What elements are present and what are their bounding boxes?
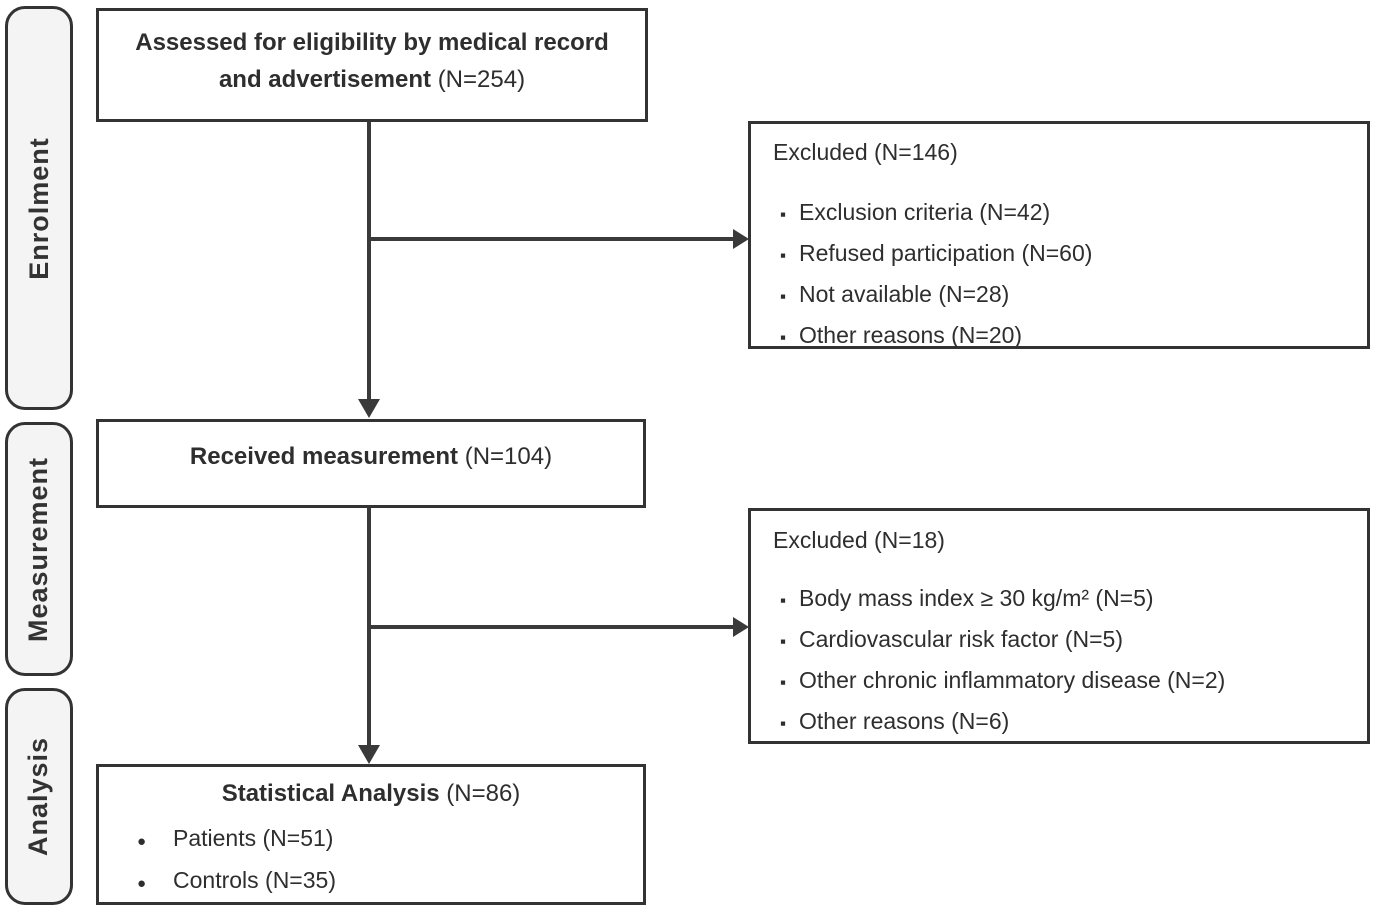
stage-label-measurement: Measurement [23,456,54,642]
arrow-to-excluded-measurement-line [369,625,734,629]
assessed-title-count: (N=254) [437,66,526,93]
bullet-dot-icon: ● [137,833,147,850]
assessed-title-bold: Assessed for eligibility by medical reco… [135,29,609,93]
bullet-square-icon: ▪ [780,205,787,224]
bullet-square-icon: ▪ [780,328,787,347]
list-item-label: Exclusion criteria (N=42) [799,199,1051,225]
list-item: ▪ Other reasons (N=6) [780,702,1347,743]
excluded-measurement-list: ▪ Body mass index ≥ 30 kg/m² (N=5) ▪ Cardi… [773,579,1347,743]
list-item: ● Patients (N=51) [137,819,643,861]
list-item-label: Other chronic inflammatory disease (N=2) [799,667,1226,693]
stage-tab-analysis: Analysis [5,688,73,905]
list-item-label: Patients (N=51) [173,825,334,851]
list-item-label: Cardiovascular risk factor (N=5) [799,626,1124,652]
arrow-to-excluded-enrolment-line [369,237,734,241]
stage-label-analysis: Analysis [23,736,54,857]
received-measurement-box: Received measurement (N=104) [96,419,646,508]
assessed-box-title: Assessed for eligibility by medical reco… [129,24,615,98]
list-item-label: Other reasons (N=20) [799,322,1023,348]
analysis-groups-list: ● Patients (N=51) ● Controls (N=35) [99,819,643,903]
arrow-down-head-icon [358,399,380,418]
excluded-enrolment-box: Excluded (N=146) ▪ Exclusion criteria (N=… [748,121,1370,349]
list-item: ▪ Refused participation (N=60) [780,234,1347,275]
list-item: ▪ Other chronic inflammatory disease (N=2… [780,661,1347,702]
analysis-box-title: Statistical Analysis (N=86) [99,775,643,812]
list-item-label: Controls (N=35) [173,867,336,893]
bullet-dot-icon: ● [137,875,147,892]
analysis-title-bold: Statistical Analysis [221,780,440,807]
arrow-assessed-to-received-line [367,122,371,399]
list-item-label: Body mass index ≥ 30 kg/m² (N=5) [799,585,1154,611]
list-item-label: Other reasons (N=6) [799,708,1010,734]
excluded-measurement-header: Excluded (N=18) [773,527,945,553]
bullet-square-icon: ▪ [780,246,787,265]
list-item: ▪ Other reasons (N=20) [780,316,1347,357]
list-item-label: Not available (N=28) [799,281,1010,307]
list-item: ▪ Exclusion criteria (N=42) [780,193,1347,234]
list-item-label: Refused participation (N=60) [799,240,1093,266]
arrow-right-head-icon [733,617,749,637]
bullet-square-icon: ▪ [780,632,787,651]
assessed-eligibility-box: Assessed for eligibility by medical reco… [96,8,648,122]
statistical-analysis-box: Statistical Analysis (N=86) ● Patients (N… [96,764,646,905]
arrow-right-head-icon [733,229,749,249]
analysis-title-count: (N=86) [446,780,521,807]
received-title-bold: Received measurement [189,443,459,470]
arrow-down-head-icon [358,745,380,764]
stage-tab-measurement: Measurement [5,422,73,676]
list-item: ● Controls (N=35) [137,861,643,903]
excluded-enrolment-list: ▪ Exclusion criteria (N=42) ▪ Refused part… [773,193,1347,357]
received-title-count: (N=104) [464,443,553,470]
bullet-square-icon: ▪ [780,287,787,306]
list-item: ▪ Not available (N=28) [780,275,1347,316]
bullet-square-icon: ▪ [780,673,787,692]
excluded-measurement-box: Excluded (N=18) ▪ Body mass index ≥ 30 kg… [748,508,1370,744]
list-item: ▪ Cardiovascular risk factor (N=5) [780,620,1347,661]
stage-tab-enrolment: Enrolment [5,6,73,410]
stage-label-enrolment: Enrolment [23,136,54,280]
bullet-square-icon: ▪ [780,591,787,610]
bullet-square-icon: ▪ [780,714,787,733]
list-item: ▪ Body mass index ≥ 30 kg/m² (N=5) [780,579,1347,620]
received-box-title: Received measurement (N=104) [119,438,623,475]
excluded-enrolment-header: Excluded (N=146) [773,139,958,165]
